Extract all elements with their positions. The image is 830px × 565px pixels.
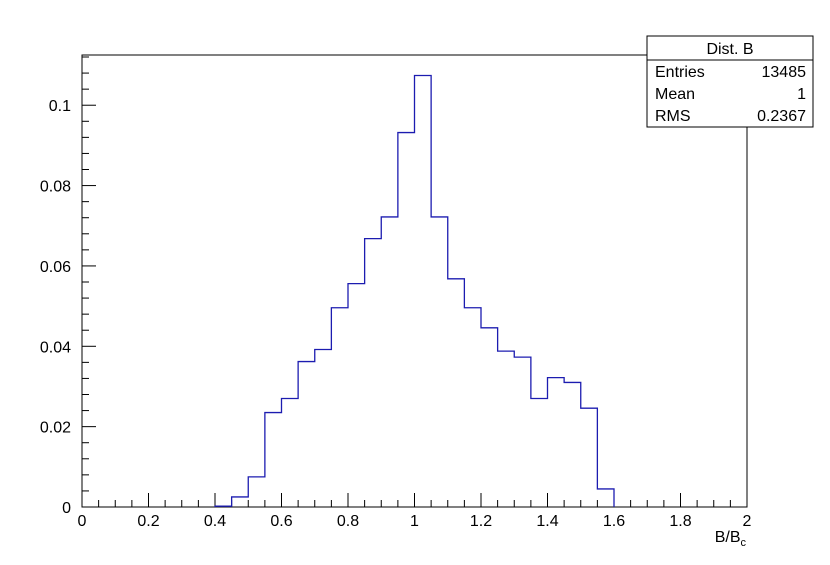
stats-mean-value: 1 <box>797 86 806 103</box>
histogram-bin <box>248 477 265 507</box>
histogram-bin <box>448 279 465 507</box>
histogram-bin <box>481 328 498 507</box>
histogram-bin <box>381 217 398 507</box>
x-tick-label: 0.6 <box>270 513 292 530</box>
x-axis-label-main: B/B <box>715 529 741 546</box>
y-tick-label: 0.06 <box>40 259 71 276</box>
x-tick-label: 1.2 <box>470 513 492 530</box>
x-tick-label: 1.8 <box>669 513 691 530</box>
histogram-bin <box>348 284 365 507</box>
y-tick-label: 0.1 <box>49 98 71 115</box>
histogram-bin <box>365 239 382 507</box>
histogram-bin <box>398 133 415 507</box>
stats-box-frame <box>646 35 814 128</box>
histogram-bin <box>548 378 565 507</box>
x-tick-label: 0.8 <box>337 513 359 530</box>
stats-box-title: Dist. B <box>706 41 753 58</box>
x-axis-ticks <box>81 493 748 507</box>
histogram-bin <box>498 351 515 507</box>
histogram-bin <box>431 217 448 507</box>
y-axis-ticks <box>82 56 96 508</box>
histogram-series-line <box>214 74 615 507</box>
stats-entries-value: 13485 <box>762 64 807 81</box>
x-tick-label: 0 <box>78 513 87 530</box>
histogram-bin <box>331 308 348 507</box>
histogram-bin <box>531 399 548 507</box>
x-tick-label: 1.6 <box>603 513 625 530</box>
stats-rms-value: 0.2367 <box>757 108 806 125</box>
x-axis-tick-labels: 0 0.2 0.4 0.6 0.8 1 1.2 1.4 1.6 1.8 2 <box>78 513 752 530</box>
histogram-bins <box>215 75 614 507</box>
histogram-bin <box>415 75 432 507</box>
histogram-bin <box>282 399 299 507</box>
stats-entries-label: Entries <box>655 64 705 81</box>
x-tick-label: 2 <box>743 513 752 530</box>
y-tick-label: 0.02 <box>40 420 71 437</box>
y-tick-label: 0.08 <box>40 179 71 196</box>
histogram-bin <box>514 357 531 507</box>
histogram-bin <box>464 308 481 507</box>
histogram-bin <box>564 382 581 507</box>
histogram-bin <box>315 350 332 507</box>
histogram-bin <box>215 506 232 507</box>
y-tick-label: 0.04 <box>40 339 71 356</box>
x-tick-label: 1 <box>410 513 419 530</box>
x-tick-label: 0.2 <box>137 513 159 530</box>
x-axis-label: B/Bc <box>715 529 747 549</box>
stats-rms-label: RMS <box>655 108 691 125</box>
stats-mean-label: Mean <box>655 86 695 103</box>
x-axis-label-subscript: c <box>741 537 747 549</box>
y-axis-tick-labels: 0 0.02 0.04 0.06 0.08 0.1 <box>40 98 71 517</box>
y-tick-label: 0 <box>62 500 71 517</box>
stats-box: Dist. B Entries 13485 Mean 1 RMS 0.2367 <box>646 35 814 128</box>
histogram-bin <box>232 497 249 507</box>
histogram-bin <box>265 413 282 507</box>
histogram-bin <box>298 362 315 507</box>
histogram-bin <box>581 408 598 507</box>
x-tick-label: 1.4 <box>536 513 558 530</box>
histogram-bin <box>597 489 614 507</box>
x-tick-label: 0.4 <box>204 513 226 530</box>
